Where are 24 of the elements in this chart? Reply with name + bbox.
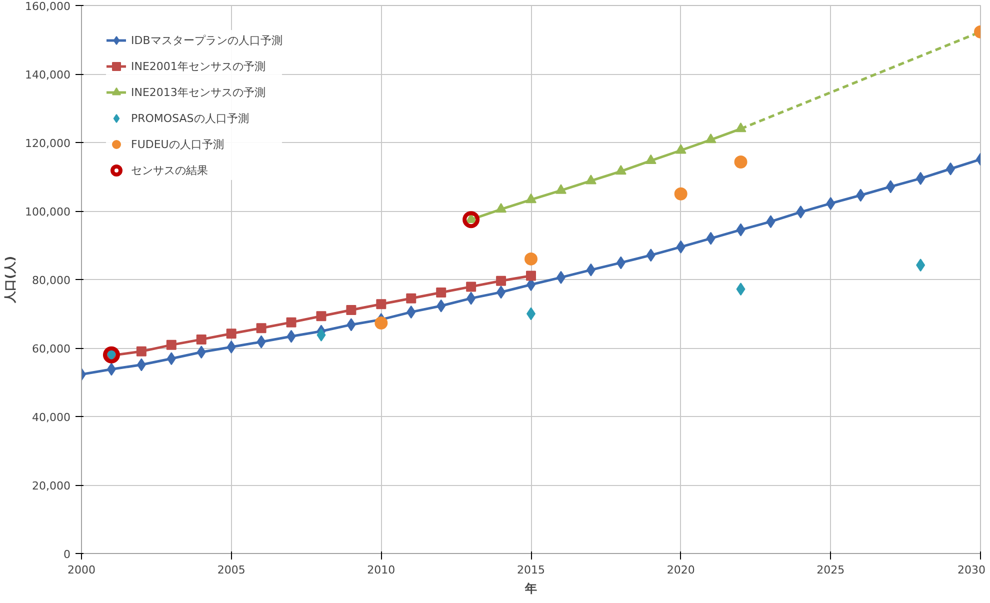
legend-label: INE2001年センサスの予測 <box>131 58 266 74</box>
y-tick-label: 60,000 <box>32 342 71 356</box>
legend-label: PROMOSASの人口予測 <box>131 110 249 126</box>
y-tick-label: 120,000 <box>25 137 71 150</box>
x-tick-label: 2020 <box>666 564 695 576</box>
y-tick-label: 140,000 <box>25 68 71 82</box>
x-tick-label: 2025 <box>816 564 845 576</box>
x-tick-label: 2015 <box>517 564 546 576</box>
y-tick-label: 160,000 <box>25 0 71 13</box>
legend-label: IDBマスタープランの人口予測 <box>131 32 282 48</box>
legend-label: FUDEUの人口予測 <box>131 136 224 152</box>
y-tick-label: 40,000 <box>32 411 71 424</box>
y-tick-label: 20,000 <box>32 480 71 492</box>
y-tick-label: 0 <box>64 548 70 561</box>
y-axis-title: 人口(人) <box>3 256 18 304</box>
x-tick-label: 2000 <box>68 564 96 576</box>
y-tick-label: 80,000 <box>32 274 71 287</box>
x-tick-label: 2005 <box>217 564 246 576</box>
x-tick-label: 2010 <box>367 564 396 576</box>
x-axis-title: 年 <box>524 582 537 596</box>
y-tick-label: 100,000 <box>25 206 71 218</box>
legend-label: センサスの結果 <box>131 162 208 178</box>
legend-label: INE2013年センサスの予測 <box>131 84 266 100</box>
x-tick-label: 2030 <box>958 564 986 576</box>
